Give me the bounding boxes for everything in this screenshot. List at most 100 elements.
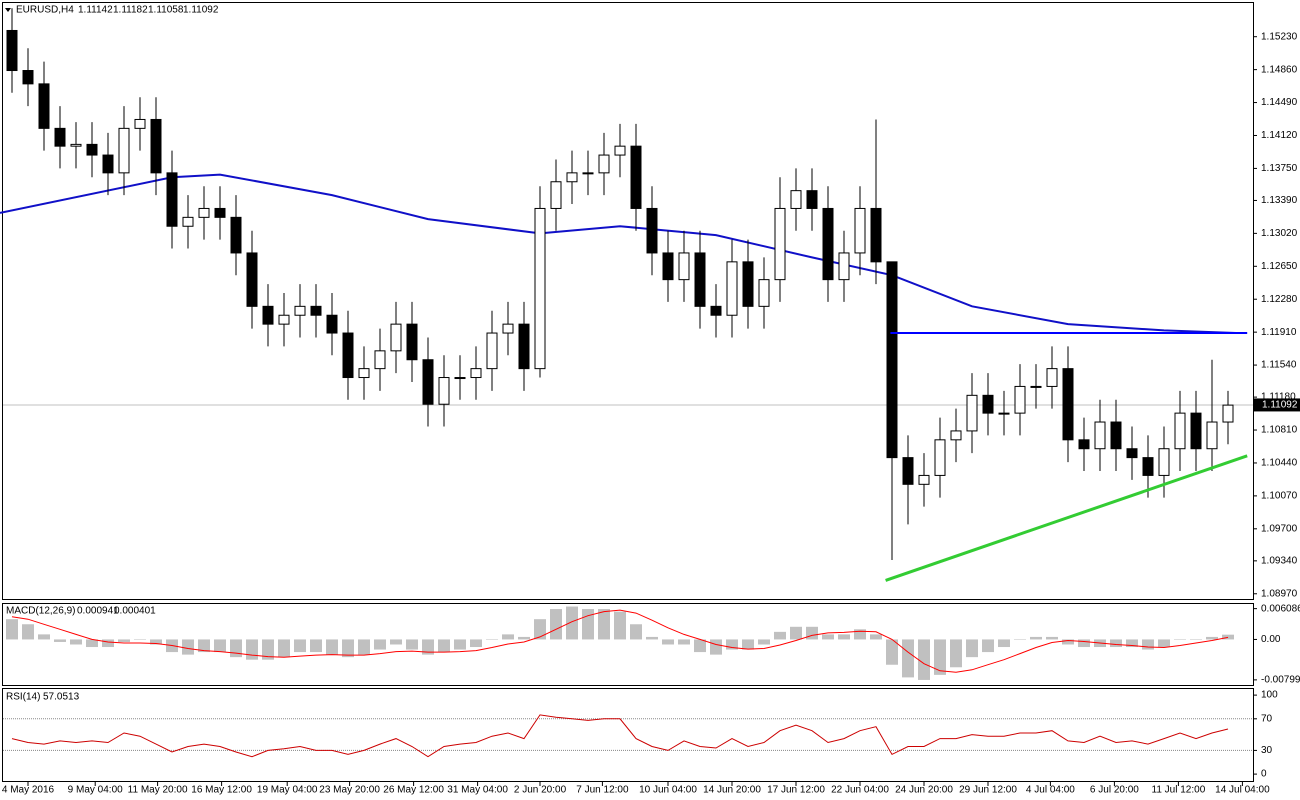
header-value: 1.11058: [148, 5, 184, 16]
x-tick-label: 11 Jul 12:00: [1152, 785, 1206, 796]
macd-bar: [278, 639, 290, 658]
candle-body: [1142, 457, 1154, 476]
x-tick-label: 7 Jun 12:00: [576, 785, 629, 796]
x-tick-label: 26 May 12:00: [383, 785, 444, 796]
candle-body: [694, 252, 706, 307]
candle-body: [854, 207, 866, 254]
macd-bar: [1190, 639, 1202, 640]
candle-body: [118, 127, 130, 174]
candle-body: [294, 305, 306, 316]
price-tick-label: 1.11540: [1261, 360, 1297, 371]
macd-bar: [1158, 639, 1170, 648]
macd-bar: [598, 609, 610, 640]
macd-signal: [11, 609, 1229, 673]
candle-body: [934, 439, 946, 476]
macd-bar: [470, 639, 482, 648]
macd-bar: [182, 639, 194, 655]
macd-bar: [790, 626, 802, 640]
rsi-tick-label: 30: [1261, 745, 1273, 756]
x-tick-label: 4 May 2016: [2, 785, 55, 796]
candle-body: [1206, 421, 1218, 450]
candle-body: [998, 412, 1010, 415]
candle-body: [1126, 448, 1138, 459]
macd-bar: [390, 639, 402, 645]
macd-bar: [230, 639, 242, 658]
header-value: 1.11182: [113, 5, 148, 16]
candle-body: [886, 261, 898, 459]
macd-tick-label: 0.00: [1261, 634, 1281, 645]
macd-bar: [1062, 639, 1074, 645]
macd-bar: [310, 639, 322, 653]
macd-bar: [822, 634, 834, 640]
macd-bar: [214, 639, 226, 653]
macd-bar: [918, 639, 930, 680]
macd-bar: [966, 639, 978, 658]
candle-body: [358, 368, 370, 379]
macd-bar: [518, 636, 530, 640]
macd-bar: [1014, 639, 1026, 640]
macd-bar: [1174, 639, 1186, 640]
x-tick-label: 14 Jul 04:00: [1215, 785, 1270, 796]
candle-body: [534, 207, 546, 370]
x-tick-label: 24 Jun 20:00: [895, 785, 953, 796]
macd-bar: [726, 639, 738, 650]
macd-bar: [646, 636, 658, 640]
macd-bar: [982, 639, 994, 653]
macd-bar: [1030, 636, 1042, 640]
macd-bar: [102, 639, 114, 648]
price-tick-label: 1.09700: [1261, 523, 1298, 534]
price-tick-label: 1.08970: [1261, 588, 1298, 599]
price-tick-label: 1.13750: [1261, 163, 1298, 174]
x-tick-label: 19 May 04:00: [257, 785, 318, 796]
candle-body: [646, 207, 658, 254]
price-tick-label: 1.15230: [1261, 31, 1298, 42]
candle-body: [38, 83, 50, 129]
rsi-name: RSI(14): [6, 692, 40, 703]
macd-bar: [342, 639, 354, 658]
candle-body: [1078, 439, 1090, 450]
macd-bar: [406, 639, 418, 650]
candle-body: [182, 216, 194, 227]
x-tick-label: 2 Jun 20:00: [514, 785, 567, 796]
trend-line: [885, 454, 1248, 582]
candle-body: [726, 261, 738, 316]
x-tick-label: 6 Jul 20:00: [1090, 785, 1139, 796]
macd-bar: [198, 639, 210, 653]
candle-body: [486, 332, 498, 370]
candle-body: [134, 118, 146, 129]
macd-bar: [710, 639, 722, 655]
candle-body: [870, 207, 882, 263]
main-panel: [2, 2, 1254, 600]
macd-bar: [22, 624, 34, 640]
candle-body: [374, 350, 386, 370]
candle-body: [150, 118, 162, 174]
candle-body: [1046, 368, 1058, 387]
candle-body: [758, 279, 770, 307]
price-tick-label: 1.11910: [1261, 327, 1297, 338]
macd-bar: [70, 639, 82, 645]
price-tick-label: 1.14120: [1261, 130, 1298, 141]
candle-body: [310, 305, 322, 316]
macd-bar: [374, 639, 386, 650]
candle-body: [454, 377, 466, 380]
price-tick-label: 1.14860: [1261, 64, 1298, 75]
candle-body: [6, 29, 18, 72]
macd-bar: [838, 634, 850, 640]
macd-bar: [678, 639, 690, 645]
x-tick-label: 17 Jun 12:00: [767, 785, 825, 796]
macd-bar: [630, 624, 642, 640]
macd-bar: [998, 639, 1010, 648]
macd-bar: [774, 631, 786, 640]
current-price-label: 1.11092: [1262, 400, 1298, 411]
menu-arrow[interactable]: [5, 8, 11, 12]
candle-body: [662, 252, 674, 281]
price-tick-label: 1.09340: [1261, 555, 1298, 566]
candle-body: [326, 314, 338, 334]
macd-bar: [950, 639, 962, 668]
candle-body: [1062, 368, 1074, 441]
macd-bar: [1206, 636, 1218, 640]
candle-body: [198, 207, 210, 218]
candle-body: [630, 145, 642, 209]
rsi-tick-label: 100: [1261, 690, 1278, 701]
